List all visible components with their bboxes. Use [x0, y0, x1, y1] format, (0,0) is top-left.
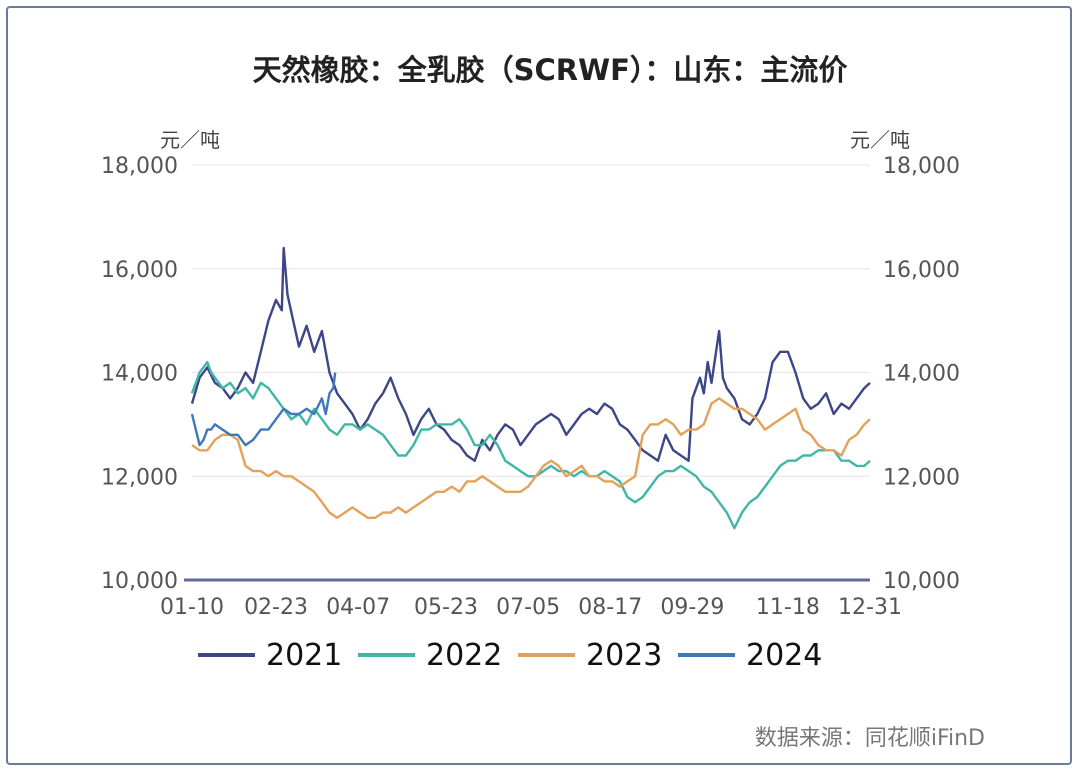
legend: 2021 2022 2023 2024 [198, 638, 822, 673]
axes: 10,000 10,000 12,000 12,000 14,000 14,000 16,0… [101, 154, 960, 620]
y-tick-right-12000: 12,000 [883, 465, 960, 490]
y-tick-left-14000: 14,000 [101, 362, 178, 387]
series-line-2021 [190, 246, 871, 462]
y-tick-right-10000: 10,000 [883, 569, 960, 594]
chart-frame [6, 6, 1072, 765]
x-tick-11-18: 11-18 [756, 595, 820, 620]
x-tick-01-10: 01-10 [160, 595, 224, 620]
series-line-2022 [190, 360, 871, 530]
x-tick-07-05: 07-05 [496, 595, 560, 620]
y-tick-left-10000: 10,000 [101, 569, 178, 594]
y-tick-right-18000: 18,000 [883, 154, 960, 179]
y-axis-unit-right: 元／吨 [850, 128, 910, 152]
legend-label-2023: 2023 [586, 638, 662, 673]
series-line-2024 [190, 372, 337, 447]
y-tick-left-18000: 18,000 [101, 154, 178, 179]
source-note: 数据来源：同花顺iFinD [755, 726, 985, 751]
legend-label-2024: 2024 [746, 638, 822, 673]
chart-title: 天然橡胶：全乳胶（SCRWF）：山东：主流价 [253, 53, 849, 87]
y-tick-right-16000: 16,000 [883, 258, 960, 283]
x-tick-09-29: 09-29 [660, 595, 724, 620]
y-tick-left-16000: 16,000 [101, 258, 178, 283]
series-lines [190, 246, 871, 530]
y-axis-unit-left: 元／吨 [160, 128, 220, 152]
legend-label-2022: 2022 [426, 638, 502, 673]
legend-label-2021: 2021 [266, 638, 342, 673]
y-tick-right-14000: 14,000 [883, 362, 960, 387]
x-tick-04-07: 04-07 [326, 595, 390, 620]
y-tick-left-12000: 12,000 [101, 465, 178, 490]
x-tick-05-23: 05-23 [414, 595, 478, 620]
series-line-2023 [191, 397, 871, 519]
x-tick-08-17: 08-17 [578, 595, 642, 620]
x-tick-12-31: 12-31 [838, 595, 902, 620]
x-tick-02-23: 02-23 [244, 595, 308, 620]
